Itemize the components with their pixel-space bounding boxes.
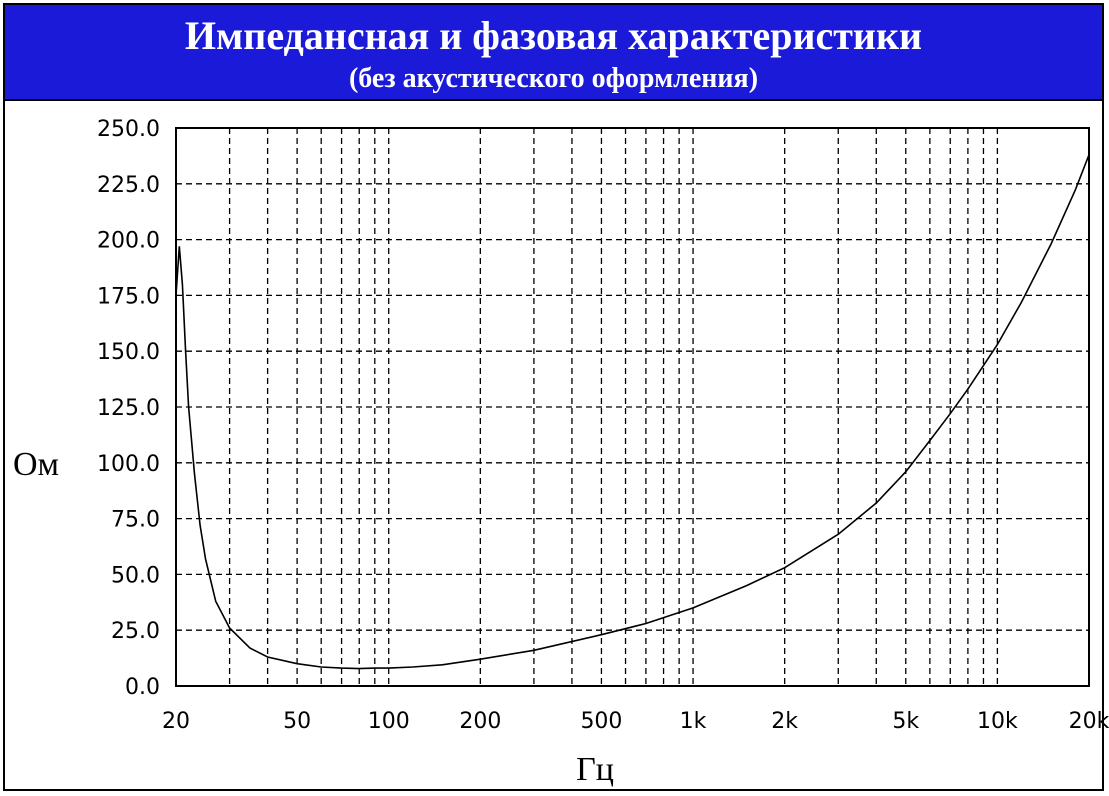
y-tick-label: 250.0: [97, 117, 160, 142]
tick-labels: 0.0 25.0 50.0 75.0 100.0 125.0 150.0 175.0 200.0…: [97, 117, 1109, 734]
y-tick-label: 200.0: [97, 229, 160, 254]
x-tick-label: 2k: [771, 709, 798, 734]
y-tick-label: 75.0: [111, 508, 160, 533]
chart-frame: Импедансная и фазовая характеристики (бе…: [3, 3, 1104, 791]
x-axis-label: Гц: [576, 751, 614, 788]
y-axis-label: Ом: [13, 446, 59, 483]
x-tick-label: 500: [580, 709, 622, 734]
x-tick-label: 20: [162, 709, 190, 734]
x-tick-label: 1k: [680, 709, 707, 734]
y-tick-label: 50.0: [111, 563, 160, 588]
chart-title: Импедансная и фазовая характеристики: [184, 13, 923, 58]
y-tick-label: 225.0: [97, 173, 160, 198]
y-tick-label: 100.0: [97, 452, 160, 477]
y-tick-label: 25.0: [111, 619, 160, 644]
x-tick-label: 50: [283, 709, 311, 734]
grid-layer: [176, 128, 1089, 686]
x-tick-label: 5k: [892, 709, 919, 734]
x-tick-label: 100: [368, 709, 410, 734]
x-tick-label: 20k: [1069, 709, 1109, 734]
impedance-curve: [175, 154, 1090, 670]
y-tick-label: 0.0: [125, 675, 160, 700]
y-tick-label: 150.0: [97, 340, 160, 365]
y-tick-label: 125.0: [97, 396, 160, 421]
x-tick-label: 10k: [977, 709, 1018, 734]
y-tick-label: 175.0: [97, 284, 160, 309]
x-tick-label: 200: [459, 709, 501, 734]
chart-header: Импедансная и фазовая характеристики (бе…: [5, 5, 1102, 101]
plot-area: [175, 127, 1090, 687]
chart-subtitle: (без акустического оформления): [348, 63, 759, 94]
